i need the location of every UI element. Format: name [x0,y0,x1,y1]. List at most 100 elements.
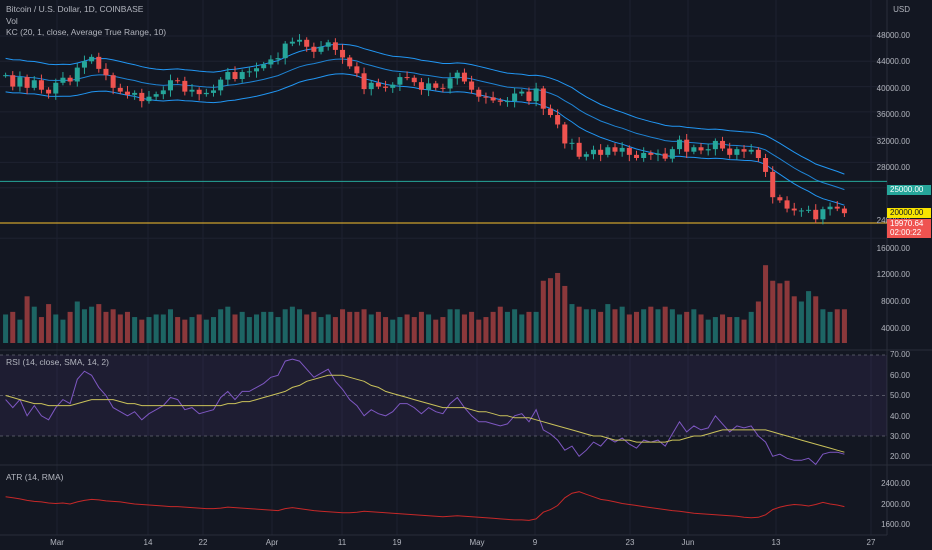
atr-legend[interactable]: ATR (14, RMA) [6,472,64,482]
volume-bar [254,314,260,343]
volume-bar [297,309,303,343]
volume-bar [827,311,833,343]
candle-body [418,82,424,90]
candle-body [827,206,833,210]
candle-body [461,72,467,82]
price-tick: 48000.00 [876,31,910,40]
candle-body [218,79,224,91]
keltner-legend[interactable]: KC (20, 1, close, Average True Range, 10… [6,27,167,37]
candle-body [834,206,840,209]
volume-bar [476,319,482,343]
volume-bar [569,304,575,343]
volume-tick: 8000.00 [881,297,910,306]
candle-body [81,61,87,68]
kc-basis [5,58,845,191]
rsi-tick: 20.00 [889,452,910,461]
candle-body [89,56,95,62]
kc-upper [5,43,845,175]
candle-body [562,124,568,144]
volume-bar [512,309,518,343]
volume-bar [734,317,740,343]
candle-body [590,149,596,155]
candle-body [806,209,812,211]
volume-bar [684,311,690,343]
candle-body [383,86,389,88]
candle-body [225,72,231,80]
candle-body [397,77,403,85]
rsi-tick: 40.00 [889,412,910,421]
volume-bar [175,317,181,343]
volume-bar [698,314,704,343]
candle-body [519,91,525,94]
volume-bar [461,314,467,343]
volume-bar [547,278,553,343]
volume-bar [282,309,288,343]
candle-body [304,39,310,47]
volume-bar [103,311,109,343]
volume-legend[interactable]: Vol [6,16,18,26]
volume-bar [53,314,59,343]
candle-body [210,90,217,93]
kc-lower [5,73,845,206]
volume-bar [17,319,23,343]
candle-body [497,100,503,102]
candle-body [275,58,281,60]
candle-body [741,149,747,152]
candle-body [31,80,37,88]
candle-body [203,92,209,95]
volume-bar [340,309,346,343]
candle-body [712,140,718,150]
candle-body [368,82,374,90]
level-25000-tag[interactable]: 25000.00 [887,185,931,195]
candle-body [648,152,654,155]
candle-body [777,197,783,201]
date-tick: Jun [681,538,695,547]
candle-body [46,89,52,94]
volume-bar [67,311,73,343]
candle-body [153,94,159,97]
rsi-legend[interactable]: RSI (14, close, SMA, 14, 2) [6,357,109,367]
candle-body [576,142,582,157]
candle-body [354,66,360,74]
candle-body [763,158,769,172]
candle-body [232,72,238,79]
volume-bar [741,319,747,343]
candle-body [332,42,338,50]
candle-body [38,80,44,90]
atr-tick: 2400.00 [881,479,910,488]
volume-bar [669,309,675,343]
candle-body [677,139,683,150]
volume-bar [418,311,424,343]
volume-bar [325,314,331,343]
candle-body [533,88,539,102]
volume-bar [318,317,324,343]
volume-bar [289,306,295,343]
candle-body [633,154,640,159]
volume-bar [167,309,173,343]
candle-body [583,154,589,157]
volume-bar [383,317,389,343]
price-tick: 36000.00 [876,110,910,119]
date-tick: 22 [198,538,208,547]
candle-body [404,77,410,79]
candle-body [53,82,59,94]
candle-body [60,77,66,83]
price-tick: 32000.00 [876,137,910,146]
volume-bar [426,314,432,343]
volume-bar [662,306,668,343]
volume-bar [841,309,847,343]
volume-bar [117,314,123,343]
volume-bar [712,317,718,343]
price-tick: 40000.00 [876,84,910,93]
volume-bar [763,265,769,343]
candle-body [175,80,181,82]
volume-bar [626,314,632,343]
candle-body [318,46,324,52]
candle-body [3,75,9,77]
candle-body [110,75,116,88]
candle-body [261,64,267,69]
volume-bar [225,306,231,343]
candle-body [813,209,819,220]
level-20000-tag[interactable]: 20000.00 [887,208,931,218]
